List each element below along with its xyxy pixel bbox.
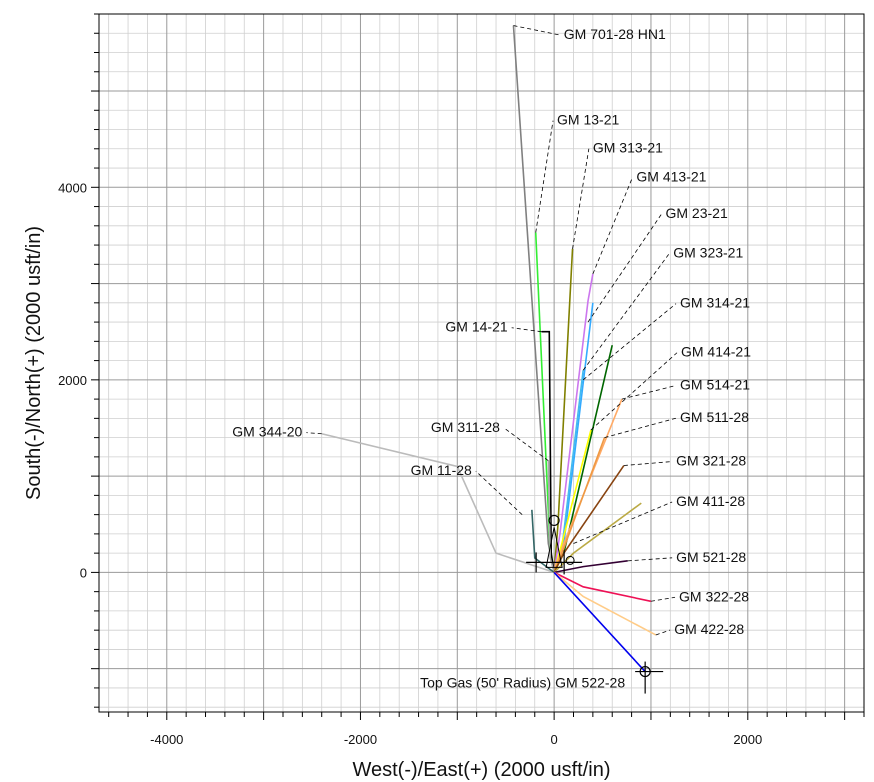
well-label: GM 11-28 [411,462,472,478]
tick-labels: -4000 -2000 0 2000 0 2000 4000 [58,180,762,747]
plot-frame [98,13,865,713]
y-tick-label: 4000 [58,180,87,195]
label-leader [590,352,678,431]
label-leader [306,432,322,435]
well-label: GM 13-21 [557,112,619,128]
well-label: GM 321-28 [676,453,746,469]
surface-circle [565,555,575,565]
major-grid [99,14,864,712]
x-tick-label: 2000 [733,732,762,747]
well-labels: GM 701-28 HN1 GM 13-21 GM 313-21 GM 413-21 G… [232,26,751,691]
label-leader [573,501,673,544]
well-label: GM 413-21 [636,169,706,185]
well-label: GM 313-21 [593,140,663,156]
well-path [553,571,646,673]
well-label: GM 14-21 [445,319,507,335]
well-path [553,502,642,573]
well-label: GM 322-28 [679,588,749,604]
well-label: GM 514-21 [680,376,750,392]
well-label: GM 311-28 [431,419,500,435]
label-leader [592,177,633,275]
label-leader [587,213,662,323]
x-tick-label: 0 [551,732,558,747]
x-tick-label: -2000 [344,732,377,747]
well-label: GM 344-20 [232,424,302,440]
surface-triangle [545,527,563,568]
label-leader [604,417,677,438]
well-label: GM 414-21 [681,344,751,360]
y-tick-label: 0 [80,565,87,580]
well-path [321,432,555,574]
label-leader [650,596,676,602]
label-leader [655,629,671,636]
label-leader [572,148,590,249]
axis-ticks [91,13,865,720]
well-path [553,273,594,573]
x-tick-label: -4000 [150,732,183,747]
label-leader [513,25,560,36]
well-label: GM 411-28 [676,493,745,509]
y-tick-label: 2000 [58,373,87,388]
well-label: GM 314-21 [680,295,750,311]
label-leader [627,557,673,562]
well-label: GM 23-21 [665,205,727,221]
well-label: GM 511-28 [680,409,749,425]
minor-grid [99,13,865,712]
label-leader [582,303,677,381]
well-path [553,248,574,573]
label-leader [475,470,523,515]
well-label: GM 521-28 [676,549,746,565]
top-gas-annotation: Top Gas (50' Radius) GM 522-28 [420,675,625,691]
well-path [553,571,657,636]
well-markers [526,514,664,694]
label-leader [621,385,677,400]
label-leader [535,120,554,233]
y-axis-title: South(-)/North(+) (2000 usft/in) [23,226,45,500]
label-leader [582,253,670,371]
label-leader [623,461,673,466]
x-axis-title: West(-)/East(+) (2000 usft/in) [352,759,610,781]
surface-circle [548,514,560,526]
well-label: GM 323-21 [673,245,743,261]
label-leader [503,427,549,462]
well-label: GM 701-28 HN1 [564,26,666,42]
well-label: GM 422-28 [674,621,744,637]
well-path [553,571,652,603]
label-leader [511,327,542,333]
label-leaders [306,25,678,636]
